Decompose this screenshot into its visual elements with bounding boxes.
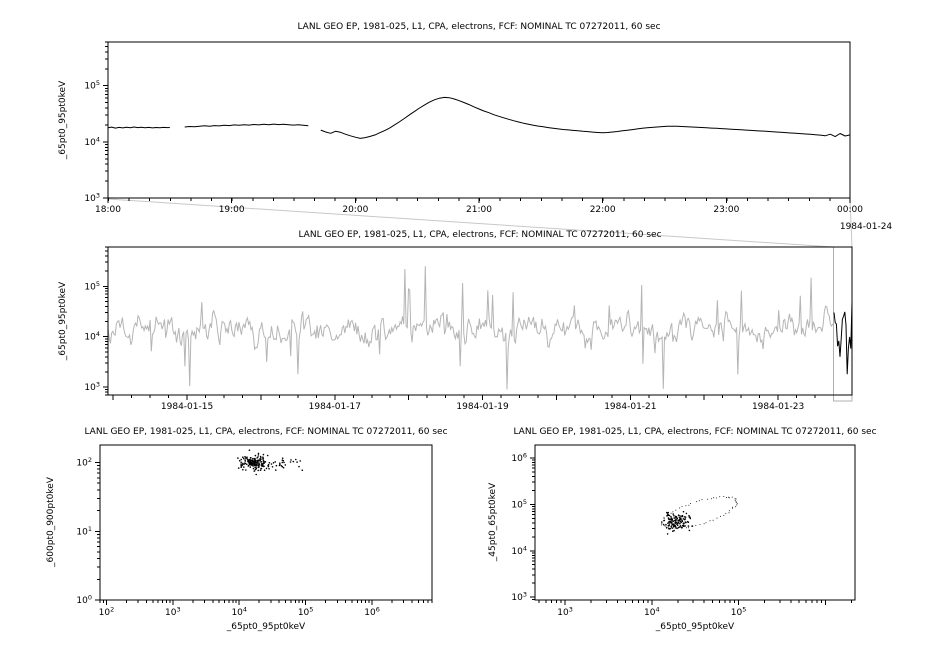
axis-tick-label: 103 — [84, 381, 100, 394]
x-axis-date-label: 1984-01-24 — [839, 222, 893, 232]
axis-tick-label: 102 — [76, 456, 92, 469]
axis-tick-label: 1984-01-19 — [456, 402, 509, 412]
axis-tick-label: 104 — [84, 135, 100, 148]
chart-panel-1[interactable]: 103 104 105 18:00 19:00 20:00 21:00 22:00 23:00 0… — [84, 41, 863, 215]
axis-tick-label: 1984-01-21 — [604, 402, 656, 412]
chart4-y-axis-label: _45pt0_65pt0keV — [488, 482, 498, 562]
axis-tick-label: 18:00 — [95, 205, 121, 215]
axis-tick-label: 00:00 — [837, 205, 863, 215]
chart1-y-axis-label: _65pt0_95pt0keV — [58, 80, 68, 160]
chart2-title: LANL GEO EP, 1981-025, L1, CPA, electron… — [298, 230, 662, 240]
zoom-connector-line-left — [107, 198, 834, 248]
chart3-x-axis-label: _65pt0_95pt0keV — [226, 622, 306, 632]
axis-tick-label: 102 — [99, 606, 115, 619]
zoom-connectors — [107, 198, 853, 248]
axis-tick-label: 105 — [731, 606, 747, 619]
axis-tick-label: 103 — [165, 606, 181, 619]
chart4-title: LANL GEO EP, 1981-025, L1, CPA, electron… — [513, 427, 877, 437]
axis-tick-label: 104 — [231, 606, 247, 619]
axis-tick-label: 103 — [557, 606, 573, 619]
axis-tick-label: 103 — [511, 591, 527, 604]
axis-tick-label: 22:00 — [590, 205, 616, 215]
chart2-y-axis-label: _65pt0_95pt0keV — [58, 281, 68, 361]
axis-tick-label: 1984-01-15 — [161, 402, 213, 412]
axis-tick-label: 100 — [76, 594, 92, 607]
axis-tick-label: 1984-01-23 — [752, 402, 804, 412]
axis-tick-label: 1984-01-17 — [309, 402, 361, 412]
context-line-series-highlighted — [833, 301, 853, 375]
chart3-y-axis-label: _600pt0_900pt0keV — [46, 477, 56, 567]
axis-tick-label: 105 — [298, 606, 314, 619]
axis-tick-label: 104 — [644, 606, 660, 619]
axis-tick-label: 104 — [84, 330, 100, 343]
chart3-title: LANL GEO EP, 1981-025, L1, CPA, electron… — [84, 427, 448, 437]
context-line-series — [107, 266, 834, 390]
chart-panel-3[interactable]: 100 101 102 102 103 104 105 106 — [76, 444, 433, 619]
axis-tick-label: 105 — [84, 79, 100, 92]
chart1-title: LANL GEO EP, 1981-025, L1, CPA, electron… — [297, 22, 661, 32]
zoom-selection-handle[interactable] — [833, 394, 853, 402]
chart-panel-4[interactable]: 103 104 105 106 103 104 105 — [511, 444, 856, 619]
detail-line-series — [107, 96, 851, 139]
scatter-points — [237, 449, 304, 476]
chart4-x-axis-label: _65pt0_95pt0keV — [655, 622, 735, 632]
chart-panel-2[interactable]: 103 104 105 1984-01-15 1984-01-17 1984-01-19 1… — [84, 246, 853, 412]
plot-frame[interactable] — [534, 444, 856, 601]
zoom-connector-line-right — [849, 198, 853, 248]
axis-tick-label: 20:00 — [342, 205, 368, 215]
axis-tick-label: 105 — [511, 498, 527, 511]
axis-tick-label: 105 — [84, 280, 100, 293]
axis-tick-label: 104 — [511, 544, 527, 557]
axis-tick-label: 106 — [364, 606, 380, 619]
axis-tick-label: 23:00 — [713, 205, 739, 215]
scatter-points — [660, 496, 738, 535]
plot-frame[interactable] — [107, 246, 853, 396]
axis-tick-label: 103 — [84, 192, 100, 205]
axis-tick-label: 19:00 — [219, 205, 245, 215]
plot-frame[interactable] — [107, 41, 851, 199]
axis-tick-label: 106 — [511, 451, 527, 464]
plot-frame[interactable] — [99, 444, 433, 601]
axis-tick-label: 101 — [76, 525, 92, 538]
axis-tick-label: 21:00 — [466, 205, 492, 215]
